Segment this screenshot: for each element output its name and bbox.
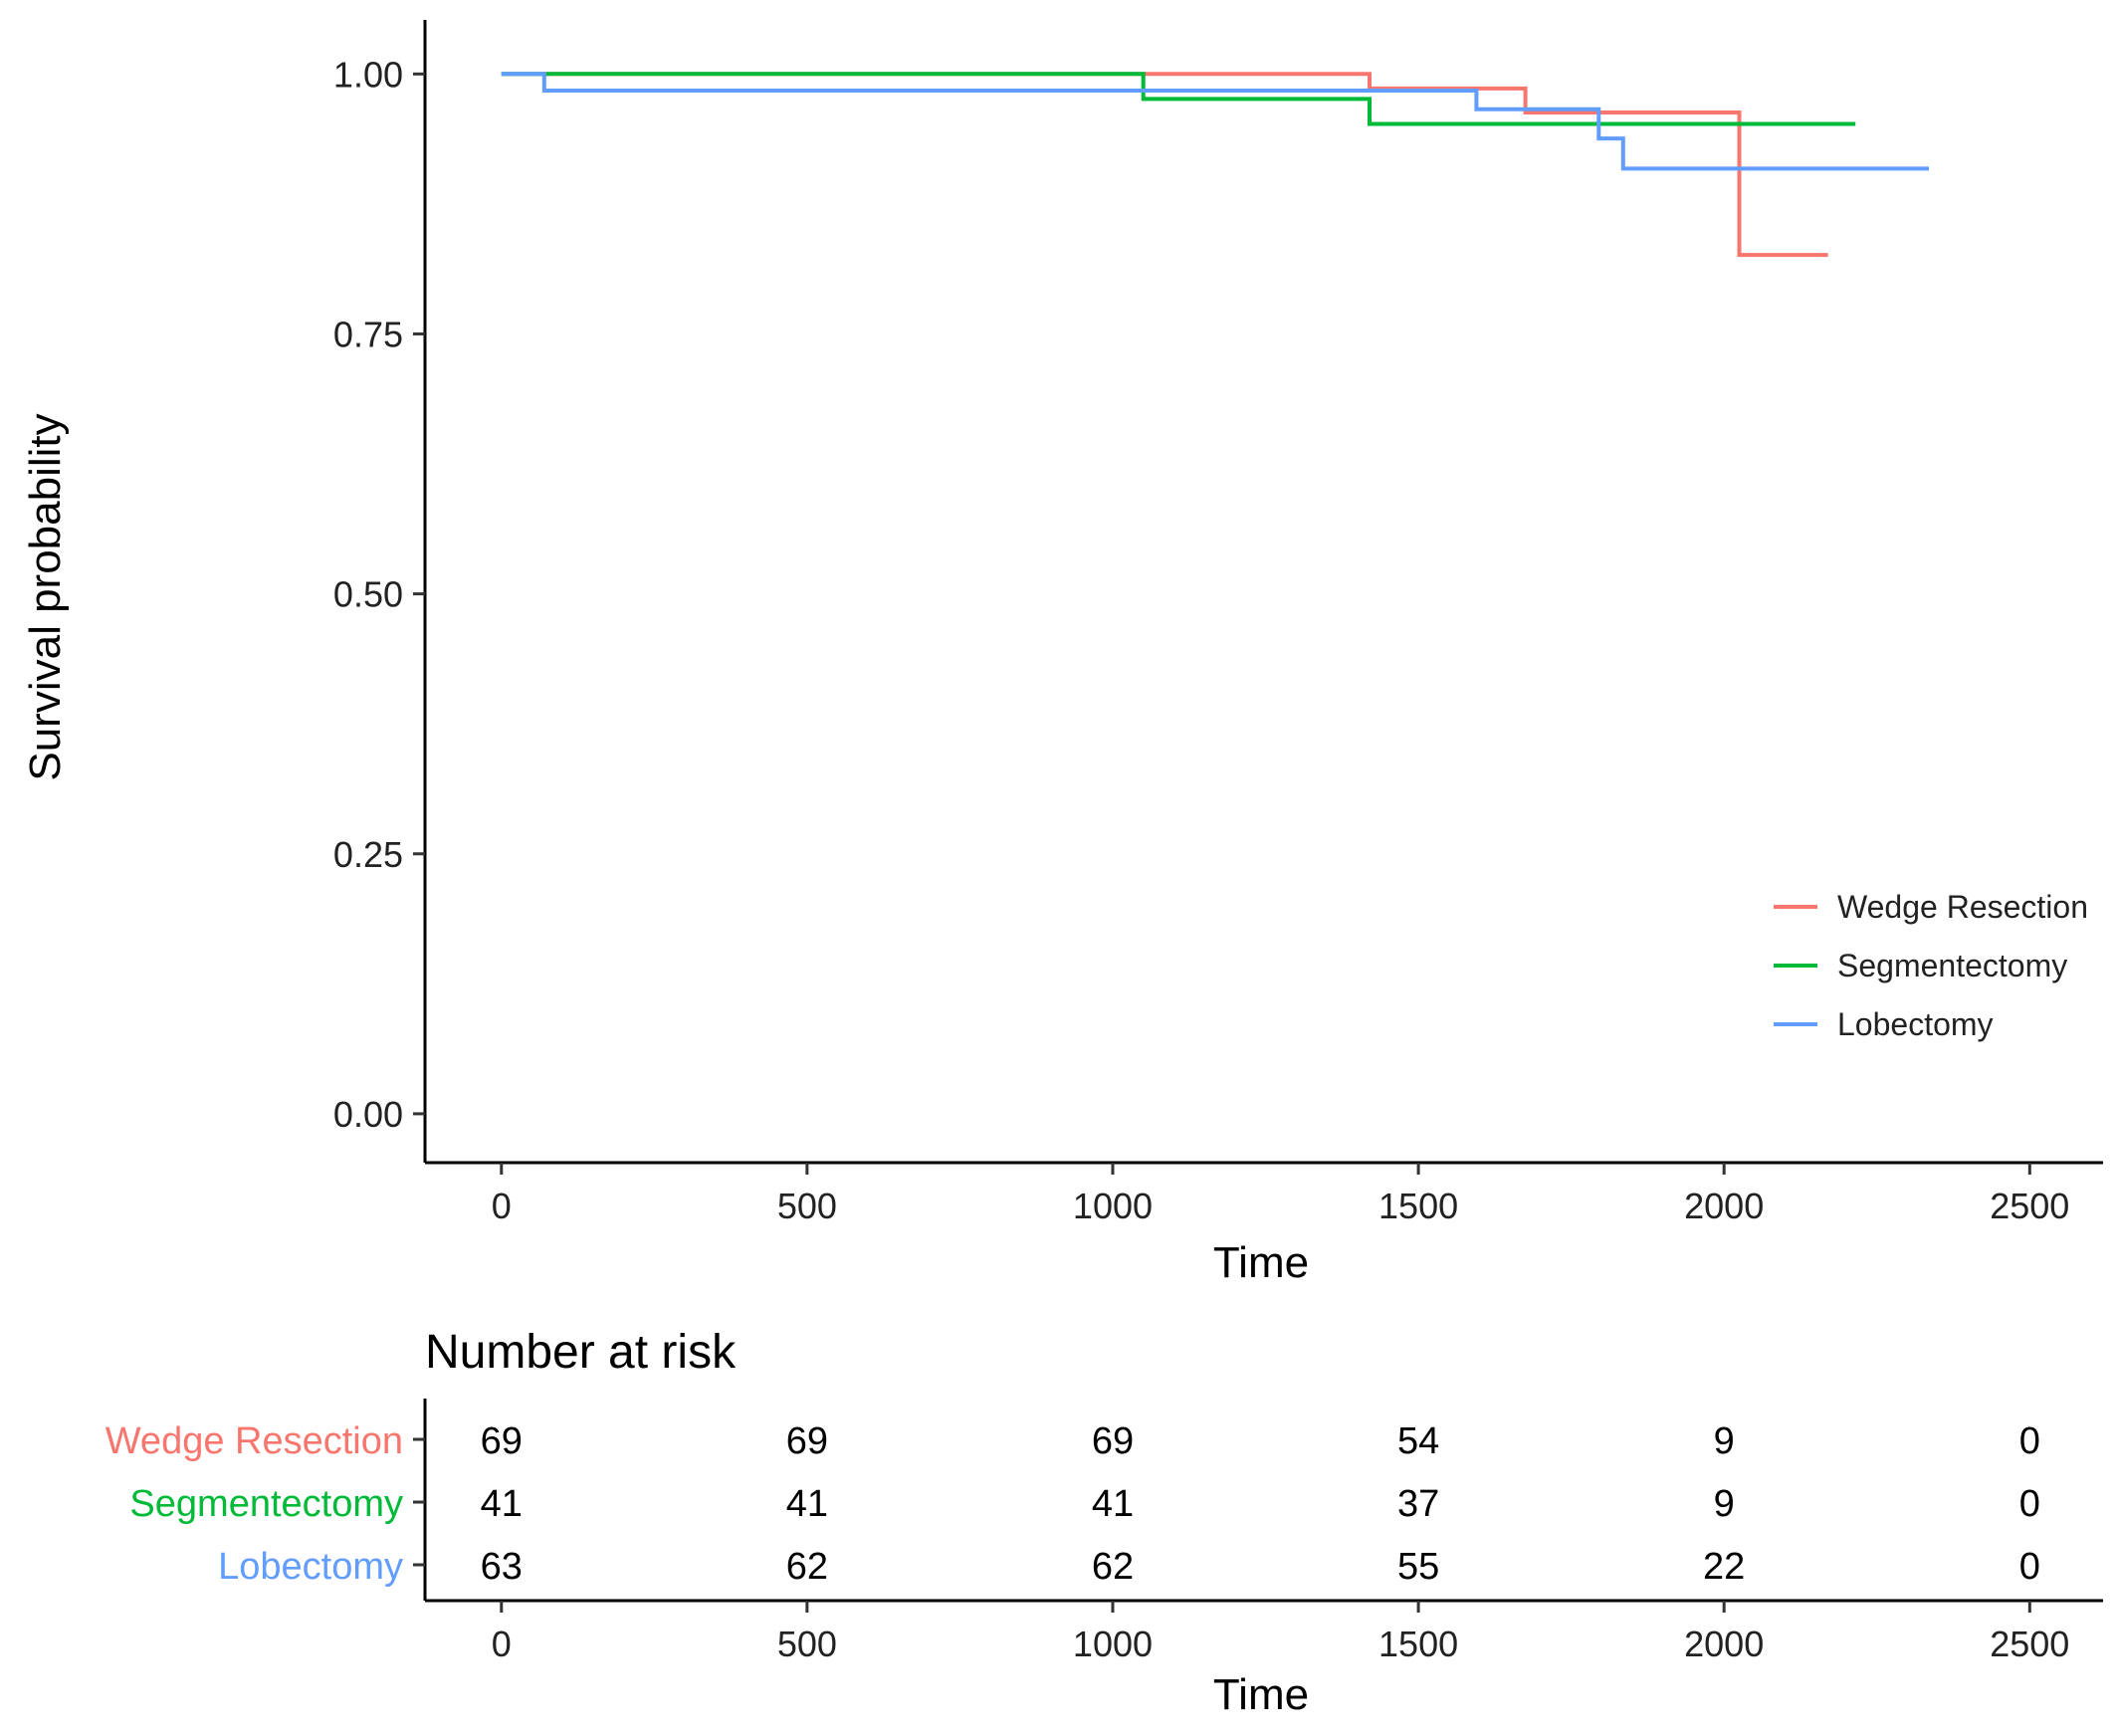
risk-count: 69 [786,1420,828,1462]
risk-count: 22 [1703,1546,1745,1588]
x-tick-label: 2000 [1684,1186,1764,1226]
risk-count: 37 [1397,1483,1439,1525]
y-tick-label: 0.50 [333,574,403,615]
risk-count: 41 [786,1483,828,1525]
risk-table-title: Number at risk [425,1326,737,1379]
survival-curve-wedge-resection [501,72,1828,258]
risk-count: 69 [1092,1420,1134,1462]
x-tick-label: 1000 [1073,1186,1153,1226]
risk-count: 54 [1397,1420,1439,1462]
legend-label: Lobectomy [1837,1006,1994,1042]
risk-count: 0 [2019,1483,2040,1525]
risk-x-tick-label: 0 [492,1624,512,1664]
risk-row-label: Lobectomy [218,1546,403,1588]
risk-row-label: Segmentectomy [129,1483,403,1525]
y-tick-label: 0.25 [333,834,403,875]
y-axis-title: Survival probability [21,413,70,780]
risk-table: Number at risk Time Wedge Resection 69 69 6… [106,1326,2103,1719]
x-axis-title: Time [1213,1238,1309,1287]
risk-layer: Wedge Resection 69 69 69 54 9 0 Segmentectomy 41… [106,1399,2103,1664]
risk-x-tick-label: 2000 [1684,1624,1764,1664]
x-tick-label: 2500 [1990,1186,2069,1226]
risk-x-tick-label: 1500 [1378,1624,1458,1664]
y-tick-label: 0.00 [333,1094,403,1135]
legend: Wedge Resection Segmentectomy Lobectomy [1774,889,2088,1042]
y-tick-label: 1.00 [333,54,403,95]
risk-count: 69 [481,1420,523,1462]
risk-count: 62 [786,1546,828,1588]
axis-layer: 0.00 0.25 0.50 0.75 1.00 0 500 1000 1500 2000 2500 [333,20,2103,1226]
risk-count: 41 [481,1483,523,1525]
survival-curve-segmentectomy [501,72,1856,126]
legend-label: Wedge Resection [1837,889,2088,925]
risk-count: 62 [1092,1546,1134,1588]
risk-count: 41 [1092,1483,1134,1525]
risk-x-tick-label: 500 [777,1624,837,1664]
risk-count: 0 [2019,1546,2040,1588]
series-layer [501,72,1929,258]
x-tick-label: 0 [492,1186,512,1226]
risk-count: 63 [481,1546,523,1588]
x-tick-label: 1500 [1378,1186,1458,1226]
x-tick-label: 500 [777,1186,837,1226]
survival-curve-lobectomy [501,72,1929,171]
risk-count: 9 [1714,1420,1735,1462]
risk-count: 55 [1397,1546,1439,1588]
survival-plot: Survival probability Time 0.000.250.500.… [21,20,2103,1287]
risk-count: 0 [2019,1420,2040,1462]
risk-x-axis-title: Time [1213,1670,1309,1719]
risk-x-tick-label: 1000 [1073,1624,1153,1664]
risk-row-label: Wedge Resection [106,1420,403,1462]
legend-label: Segmentectomy [1837,948,2067,983]
risk-x-tick-label: 2500 [1990,1624,2069,1664]
y-tick-label: 0.75 [333,314,403,354]
risk-count: 9 [1714,1483,1735,1525]
